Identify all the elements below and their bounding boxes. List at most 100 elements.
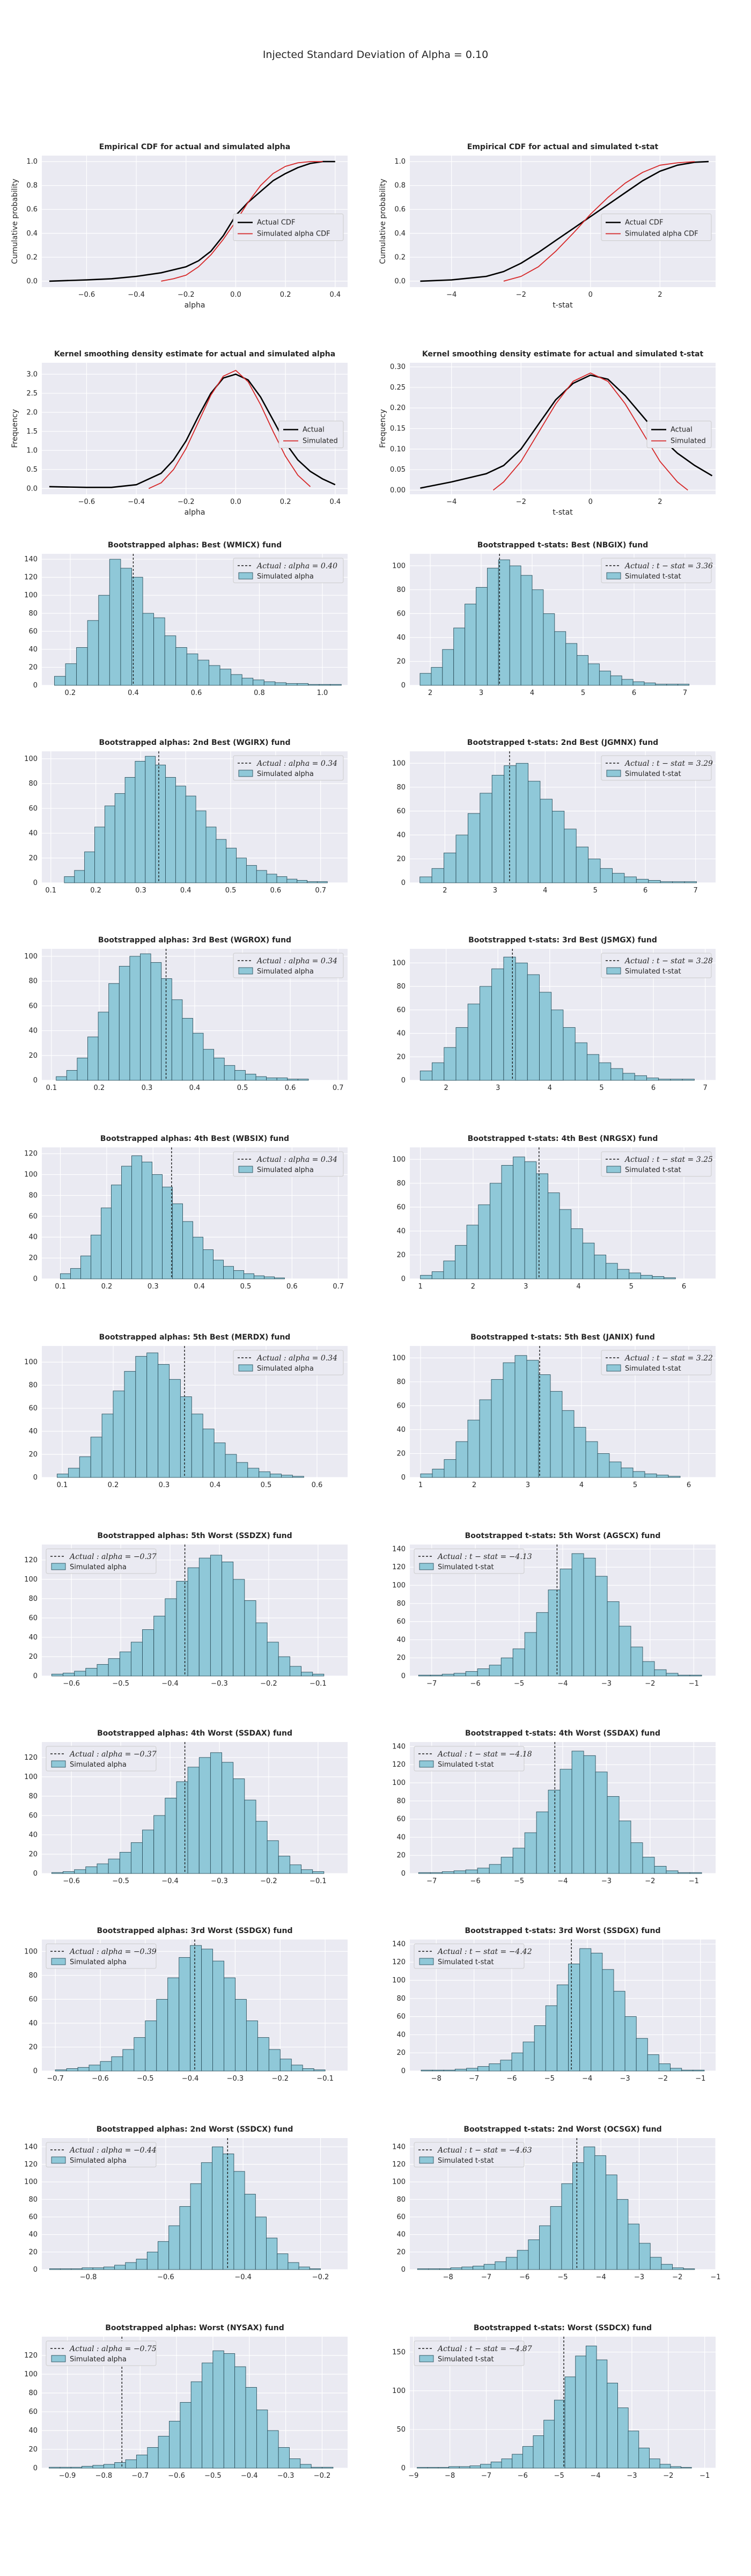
legend-label-simulated: Simulated t-stat	[625, 1166, 681, 1174]
chart-panel-21: Bootstrapped alphas: 2nd Worst (SSDCX) f…	[24, 2125, 348, 2281]
legend-label-actual: Actual : alpha = −0.75	[69, 2345, 157, 2353]
y-tick-label: 40	[396, 1227, 406, 1235]
y-tick-label: 60	[396, 2013, 406, 2021]
histogram-bar	[524, 1161, 537, 1279]
x-tick-label: −0.6	[78, 498, 95, 506]
histogram-bar	[63, 1673, 75, 1677]
x-tick-label: 0.4	[189, 1084, 201, 1092]
y-tick-label: 140	[392, 1743, 406, 1751]
x-tick-label: 4	[576, 1283, 580, 1291]
legend-swatch-simulated	[419, 1563, 434, 1570]
x-tick-label: −7	[426, 1877, 437, 1885]
y-tick-label: 60	[28, 1404, 38, 1413]
legend-label-actual: Actual : alpha = −0.37	[69, 1553, 157, 1561]
histogram-bar	[92, 2465, 104, 2469]
y-tick-label: 0	[401, 2266, 406, 2274]
x-tick-label: 0.1	[57, 1481, 68, 1489]
legend-box	[233, 214, 344, 241]
x-tick-label: −0.6	[63, 1877, 80, 1885]
histogram-bar	[94, 826, 105, 883]
histogram-bar	[599, 670, 611, 686]
histogram-bar	[550, 2206, 562, 2270]
x-tick-label: 0.6	[286, 1283, 298, 1291]
histogram-bar	[465, 1869, 478, 1874]
histogram-bar	[70, 2467, 83, 2469]
histogram-bar	[49, 2268, 61, 2270]
x-tick-label: −0.4	[182, 2075, 199, 2083]
x-tick-label: 0.1	[45, 887, 56, 895]
x-tick-label: 0.4	[180, 887, 192, 895]
x-tick-label: −9	[408, 2472, 418, 2480]
x-tick-label: −3	[634, 2273, 644, 2281]
histogram-bar	[559, 1209, 572, 1279]
y-axis-label: Frequency	[11, 409, 19, 448]
x-tick-label: −1	[689, 1877, 699, 1885]
x-tick-label: −2	[672, 2273, 682, 2281]
y-tick-label: 40	[396, 831, 406, 839]
histogram-bar	[500, 1657, 513, 1677]
histogram-bar	[267, 1840, 279, 1874]
histogram-bar	[186, 653, 198, 686]
chart-panel-11: Bootstrapped alphas: 4th Best (WBSIX) fu…	[24, 1135, 348, 1291]
histogram-bar	[114, 2265, 126, 2270]
y-axis-label: Cumulative probability	[11, 179, 19, 264]
y-tick-label: 60	[396, 1402, 406, 1410]
histogram-bar	[285, 683, 298, 686]
histogram-bar	[247, 1468, 260, 1478]
series-line-1	[420, 160, 709, 282]
histogram-bar	[591, 1952, 603, 2072]
y-tick-label: 100	[24, 1171, 38, 1179]
y-tick-label: 120	[24, 2352, 38, 2360]
histogram-bar	[190, 1945, 202, 2072]
histogram-bar	[165, 1798, 177, 1874]
legend-label-actual: Actual : t − stat = −4.13	[437, 1553, 532, 1561]
histogram-bar	[103, 2266, 115, 2270]
histogram-bar	[292, 1476, 304, 1478]
histogram-bar	[654, 1866, 667, 1874]
chart-panel-20: Bootstrapped t-stats: 3rd Worst (SSDGX) …	[392, 1927, 716, 2083]
histogram-bar	[270, 1474, 282, 1478]
histogram-bar	[210, 1752, 222, 1874]
x-tick-label: 0.6	[285, 1084, 296, 1092]
chart-title: Bootstrapped alphas: 4th Worst (SSDAX) f…	[97, 1729, 292, 1738]
histogram-bar	[672, 881, 685, 883]
histogram-bar	[234, 1999, 247, 2072]
histogram-bar	[56, 1076, 67, 1081]
chart-panel-17: Bootstrapped alphas: 4th Worst (SSDAX) f…	[24, 1729, 348, 1885]
y-tick-label: 80	[28, 2389, 38, 2397]
histogram-bar	[182, 1018, 193, 1081]
x-tick-label: −7	[426, 1680, 437, 1688]
x-tick-label: 0.3	[135, 887, 146, 895]
histogram-bar	[522, 2446, 534, 2469]
histogram-bar	[431, 868, 444, 883]
histogram-bar	[76, 647, 88, 686]
histogram-bar	[297, 1079, 309, 1081]
y-tick-label: 80	[396, 586, 406, 594]
legend-label-actual: Actual : alpha = 0.34	[256, 957, 337, 965]
y-tick-label: 20	[396, 1654, 406, 1662]
histogram-bar	[179, 2206, 191, 2270]
histogram-bar	[649, 2458, 660, 2469]
histogram-bar	[68, 1468, 80, 1478]
histogram-bar	[255, 1076, 267, 1081]
y-tick-label: 0.15	[390, 425, 406, 433]
histogram-bar	[559, 1569, 572, 1677]
y-tick-label: 60	[396, 1006, 406, 1014]
y-tick-label: 2.5	[26, 390, 38, 398]
legend-label-actual: Actual : t − stat = 3.28	[624, 957, 713, 965]
histogram-bar	[527, 974, 540, 1081]
legend-label-actual: Actual : t − stat = 3.22	[624, 1354, 713, 1363]
histogram-bar	[489, 1665, 502, 1677]
histogram-bar	[162, 1187, 173, 1279]
histogram-bar	[136, 2455, 148, 2469]
x-tick-label: −0.2	[314, 2472, 331, 2480]
x-tick-label: −4	[557, 1877, 568, 1885]
y-tick-label: 40	[28, 1831, 38, 1839]
histogram-bar	[176, 1781, 188, 1874]
y-tick-label: 60	[28, 2213, 38, 2221]
x-tick-label: −0.2	[178, 291, 195, 299]
y-tick-label: 0	[33, 879, 38, 887]
y-tick-label: 0	[33, 2464, 38, 2472]
histogram-bar	[153, 1615, 166, 1677]
